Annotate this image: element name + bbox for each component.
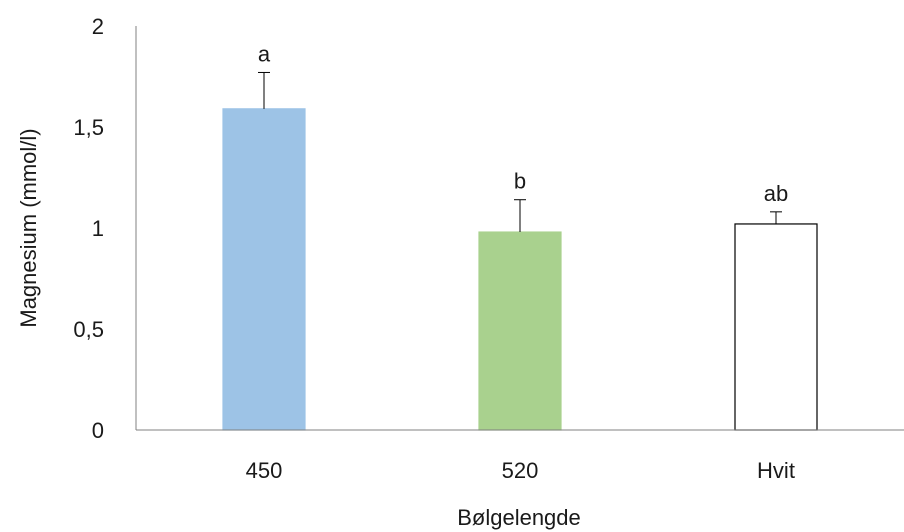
x-tick-label: 450 (246, 458, 283, 483)
y-tick-label: 2 (92, 14, 104, 39)
x-axis-title: Bølgelengde (457, 505, 581, 530)
error-bar (770, 211, 782, 224)
y-axis-title: Magnesium (mmol/l) (16, 128, 41, 327)
error-bars (258, 71, 782, 233)
x-axis: 450 520 Hvit (136, 429, 904, 483)
bar (478, 231, 562, 431)
x-tick-label: 520 (502, 458, 539, 483)
significance-label: b (514, 169, 526, 194)
error-bar (258, 71, 270, 109)
bars (222, 108, 818, 431)
y-tick-label: 1 (92, 216, 104, 241)
y-axis: 0 0,5 1 1,5 2 (73, 14, 137, 443)
x-tick-label: Hvit (757, 458, 795, 483)
bar (222, 108, 306, 431)
bar (734, 223, 818, 431)
significance-label: a (258, 41, 271, 66)
y-tick-label: 1,5 (73, 115, 104, 140)
significance-label: ab (764, 181, 788, 206)
y-tick-label: 0 (92, 418, 104, 443)
error-bar (514, 199, 526, 233)
significance-labels: ab ab (258, 41, 788, 205)
y-tick-label: 0,5 (73, 317, 104, 342)
